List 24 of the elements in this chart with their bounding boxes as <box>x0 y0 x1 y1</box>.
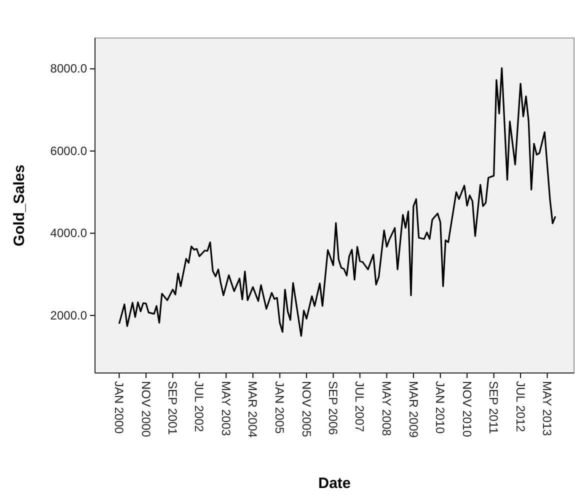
x-tick-label: JAN 2010 <box>433 381 448 434</box>
x-tick-label: NOV 2005 <box>299 381 314 438</box>
x-tick-label: MAR 2004 <box>246 381 260 438</box>
y-tick-label: 2000.0 <box>50 308 88 322</box>
y-tick-label: 6000.0 <box>50 144 88 158</box>
x-tick-label: NOV 2000 <box>138 381 153 438</box>
x-tick-label: MAR 2009 <box>406 381 420 438</box>
x-axis-title: Date <box>318 475 351 492</box>
x-tick-label: SEP 2006 <box>326 381 340 436</box>
y-axis-title: Gold_Sales <box>11 164 28 246</box>
line-series <box>118 67 556 337</box>
x-tick-label: MAY 2008 <box>380 381 394 436</box>
x-tick-label: JAN 2000 <box>112 381 126 434</box>
x-tick-label: JUL 2012 <box>513 381 528 432</box>
x-tick-label: MAY 2003 <box>218 381 233 436</box>
x-tick-label: JAN 2005 <box>272 381 287 434</box>
x-tick-label: JUL 2007 <box>352 381 367 432</box>
y-tick-label: 4000.0 <box>50 226 88 240</box>
x-tick-label: JUL 2002 <box>192 381 206 432</box>
x-tick-label: SEP 2011 <box>486 381 501 434</box>
y-tick-label: 8000.0 <box>50 62 88 76</box>
x-tick-label: NOV 2010 <box>460 381 474 438</box>
x-tick-label: SEP 2001 <box>166 381 180 436</box>
x-tick-label: MAY 2013 <box>540 381 554 436</box>
